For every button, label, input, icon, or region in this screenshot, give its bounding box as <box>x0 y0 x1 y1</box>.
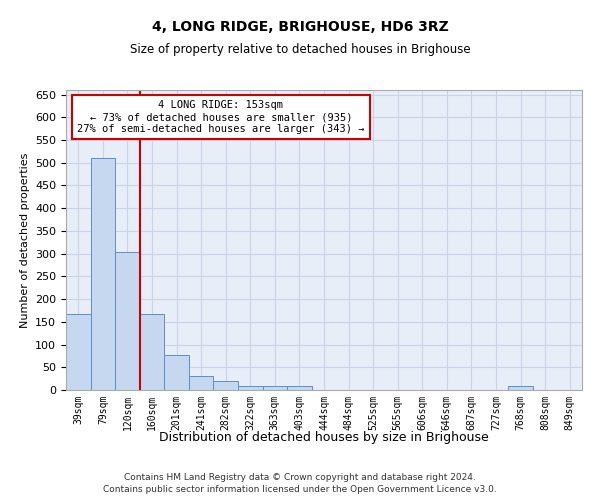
Bar <box>66 314 91 390</box>
Bar <box>263 386 287 390</box>
Bar <box>238 386 263 390</box>
Text: Distribution of detached houses by size in Brighouse: Distribution of detached houses by size … <box>159 431 489 444</box>
Text: 4 LONG RIDGE: 153sqm
← 73% of detached houses are smaller (935)
27% of semi-deta: 4 LONG RIDGE: 153sqm ← 73% of detached h… <box>77 100 365 134</box>
Text: Size of property relative to detached houses in Brighouse: Size of property relative to detached ho… <box>130 42 470 56</box>
Bar <box>164 354 189 390</box>
Bar <box>91 158 115 390</box>
Bar <box>189 376 214 390</box>
Bar <box>214 381 238 390</box>
Y-axis label: Number of detached properties: Number of detached properties <box>20 152 29 328</box>
Text: Contains HM Land Registry data © Crown copyright and database right 2024.: Contains HM Land Registry data © Crown c… <box>124 472 476 482</box>
Bar <box>115 252 140 390</box>
Bar <box>508 386 533 390</box>
Bar <box>287 386 312 390</box>
Bar <box>140 314 164 390</box>
Text: 4, LONG RIDGE, BRIGHOUSE, HD6 3RZ: 4, LONG RIDGE, BRIGHOUSE, HD6 3RZ <box>152 20 448 34</box>
Text: Contains public sector information licensed under the Open Government Licence v3: Contains public sector information licen… <box>103 485 497 494</box>
